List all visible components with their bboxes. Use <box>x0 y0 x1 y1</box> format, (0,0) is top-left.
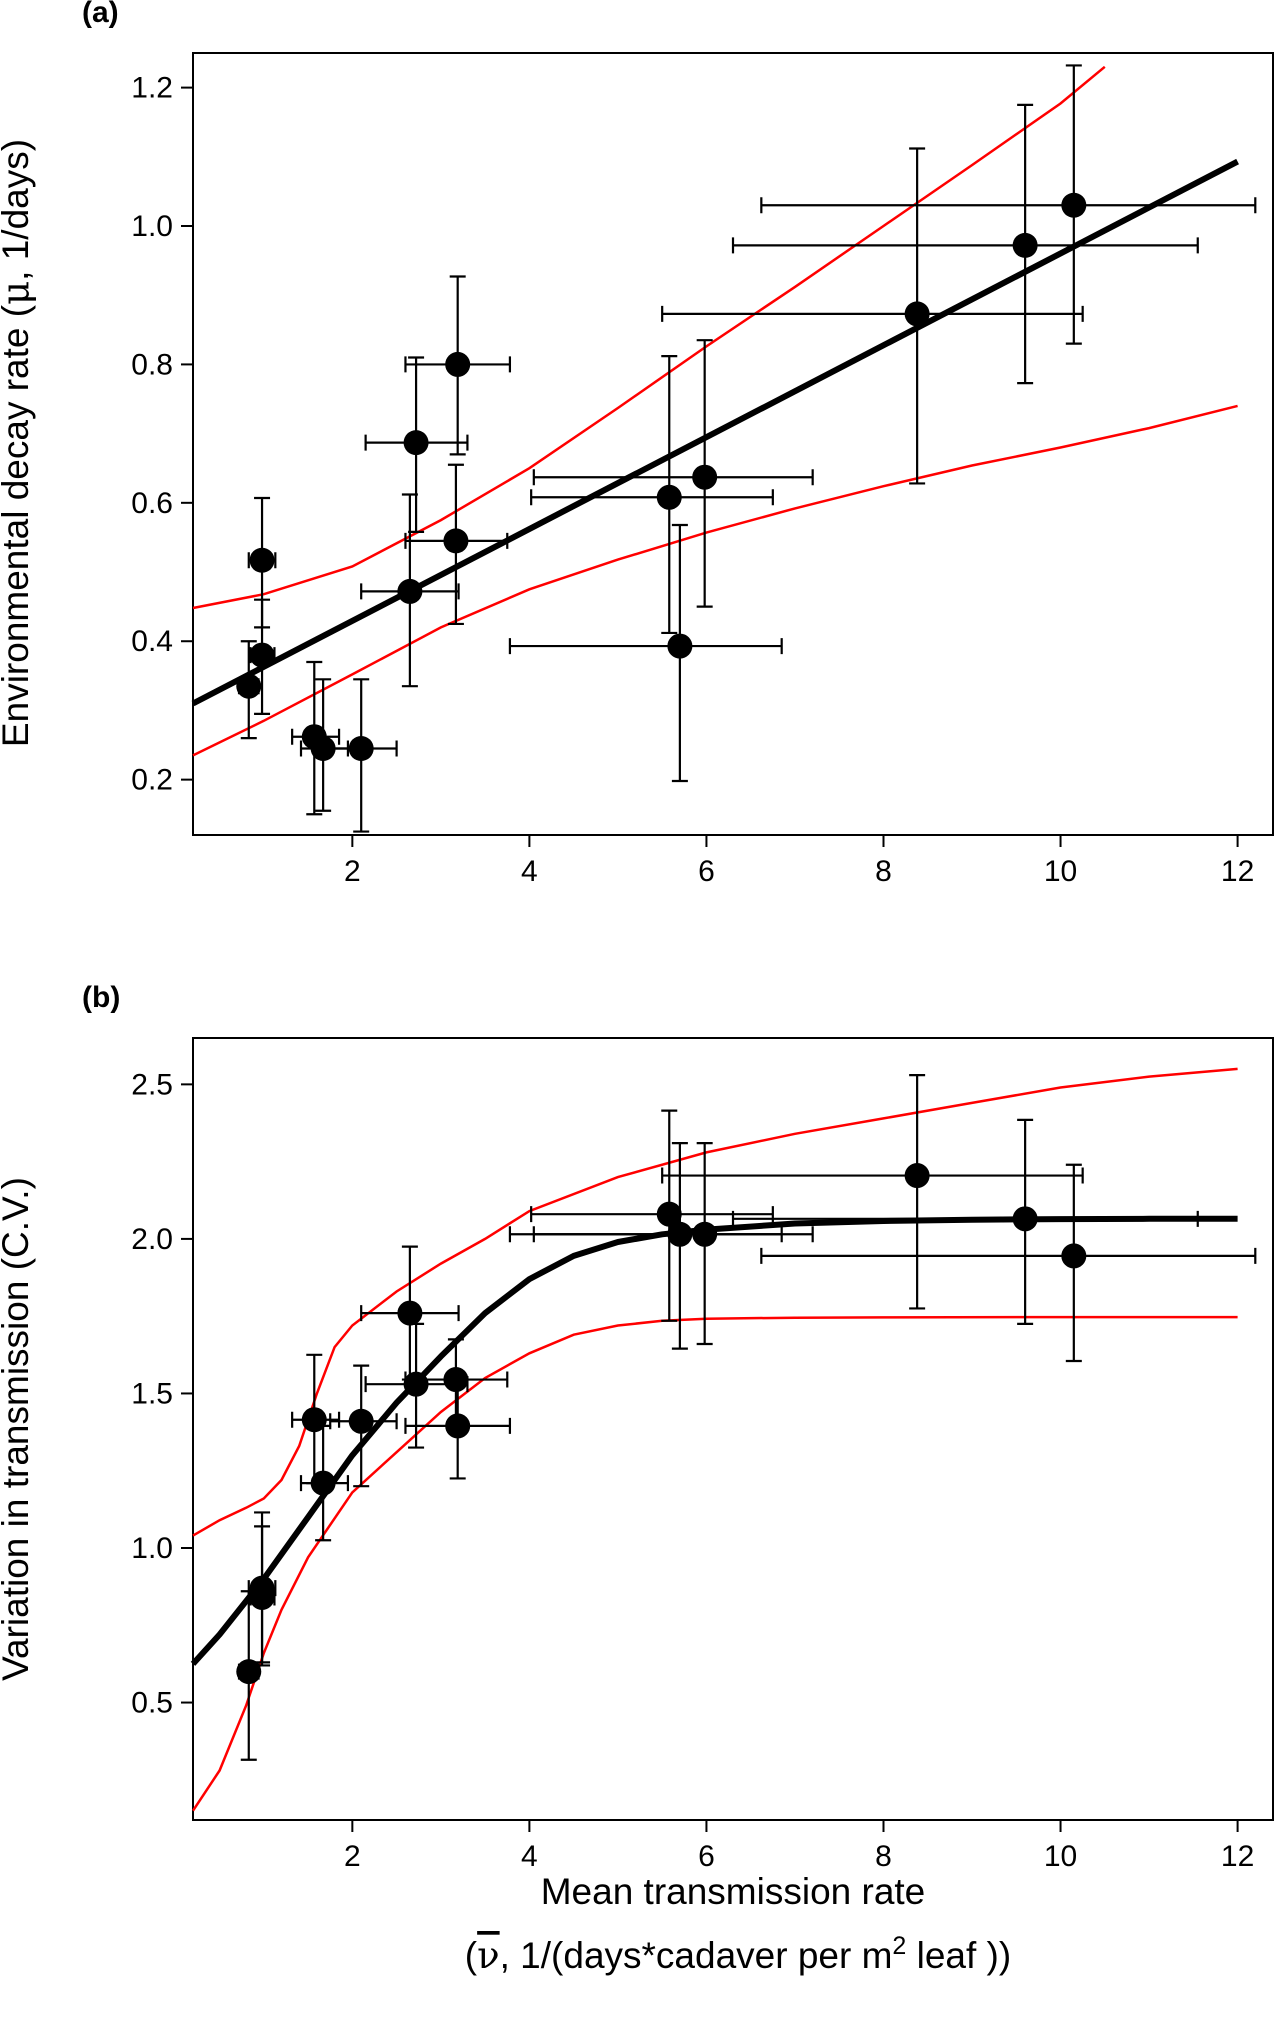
panel-b-x-axis: 2 4 6 8 10 12 <box>344 1820 1254 1873</box>
panel-b-y-axis: 0.5 1.0 1.5 2.0 2.5 <box>131 1068 193 1720</box>
data-point <box>656 1201 682 1227</box>
data-point <box>397 578 423 604</box>
error-bar <box>760 1163 1257 1363</box>
panel-b-fit-line-group <box>190 1215 1238 1666</box>
data-point <box>310 735 336 761</box>
y-tick-label: 0.4 <box>131 625 173 658</box>
data-point <box>403 1371 429 1397</box>
y-tick-label: 1.0 <box>131 210 173 243</box>
error-bar <box>760 64 1257 345</box>
error-bar <box>661 1073 1084 1310</box>
x-tick-label: 12 <box>1221 855 1254 888</box>
x-tick-label: 8 <box>875 1840 892 1873</box>
data-point <box>348 735 374 761</box>
y-tick-label: 0.2 <box>131 764 173 797</box>
data-point <box>403 430 429 456</box>
panel-a-error-bars <box>237 64 1257 833</box>
data-point <box>667 1221 693 1247</box>
data-point <box>904 301 930 327</box>
panel-a-confidence-band <box>192 65 1238 757</box>
error-bar <box>508 523 783 783</box>
panel-a-plot-frame <box>192 52 1274 836</box>
y-tick-label: 1.2 <box>131 72 173 105</box>
fit-line <box>191 158 1239 707</box>
data-point <box>443 528 469 554</box>
y-tick-label: 1.0 <box>131 1532 173 1565</box>
data-point <box>249 642 275 668</box>
x-tick-label: 12 <box>1221 1840 1254 1873</box>
x-tick-label: 6 <box>698 855 715 888</box>
data-point <box>310 1470 336 1496</box>
panel-b-confidence-band <box>191 1067 1238 1812</box>
data-point <box>443 1367 469 1393</box>
panel-a-x-axis: 2 4 6 8 10 12 <box>344 835 1254 888</box>
ci-upper-line <box>192 1067 1238 1537</box>
panel-a-y-axis: 0.2 0.4 0.6 0.8 1.0 1.2 <box>131 72 193 797</box>
y-tick-label: 0.8 <box>131 348 173 381</box>
data-point <box>236 673 262 699</box>
ci-lower-line <box>191 1315 1238 1812</box>
x-tick-label: 2 <box>344 1840 361 1873</box>
x-tick-label: 2 <box>344 855 361 888</box>
panel-b-label: (b) <box>82 981 120 1014</box>
data-point <box>445 1413 471 1439</box>
data-point <box>692 464 718 490</box>
data-point <box>236 1659 262 1685</box>
data-point <box>1012 232 1038 258</box>
panel-b-y-axis-title: Variation in transmission (C.V.) <box>0 1177 36 1681</box>
data-point <box>904 1163 930 1189</box>
data-point <box>667 633 693 659</box>
data-point <box>301 1407 327 1433</box>
x-axis-subtitle: (ν, 1/(days*cadaver per m2 leaf )) <box>465 1932 1011 1977</box>
panel-b-points <box>236 1163 1087 1685</box>
x-tick-label: 6 <box>698 1840 715 1873</box>
data-point <box>692 1221 718 1247</box>
data-point <box>1061 1243 1087 1269</box>
error-bar <box>530 355 774 635</box>
error-bar <box>532 339 814 608</box>
data-point <box>348 1408 374 1434</box>
data-point <box>397 1300 423 1326</box>
y-tick-label: 0.6 <box>131 487 173 520</box>
panel-a-y-axis-title: Environmental decay rate (μ, 1/days) <box>0 139 37 747</box>
x-axis-title: Mean transmission rate <box>541 1871 926 1912</box>
error-bar <box>661 147 1084 485</box>
y-tick-label: 2.5 <box>131 1068 173 1101</box>
x-tick-label: 4 <box>521 855 538 888</box>
x-tick-label: 4 <box>521 1840 538 1873</box>
x-tick-label: 10 <box>1044 1840 1077 1873</box>
data-point <box>249 547 275 573</box>
data-point <box>1061 192 1087 218</box>
y-tick-label: 1.5 <box>131 1377 173 1410</box>
data-point <box>1012 1206 1038 1232</box>
panel-a-fit-line-group <box>191 158 1239 707</box>
fit-line <box>190 1215 1238 1666</box>
x-tick-label: 8 <box>875 855 892 888</box>
data-point <box>445 351 471 377</box>
panel-a-points <box>236 192 1087 761</box>
error-bar <box>731 103 1199 385</box>
panel-b-plot-frame <box>192 1037 1274 1821</box>
x-tick-label: 10 <box>1044 855 1077 888</box>
y-tick-label: 2.0 <box>131 1223 173 1256</box>
ci-lower-line <box>192 404 1238 757</box>
data-point <box>656 484 682 510</box>
y-tick-label: 0.5 <box>131 1687 173 1720</box>
panel-b-error-bars <box>237 1073 1257 1761</box>
panel-b: (b) 2 4 6 8 10 12 0.5 1.0 1.5 2.0 2.5 Variation i… <box>0 981 1274 1977</box>
data-point <box>249 1584 275 1610</box>
error-bar <box>530 1109 774 1322</box>
panel-a-label: (a) <box>82 0 119 29</box>
ci-upper-line <box>192 65 1106 610</box>
panel-a: (a) 2 4 6 8 10 12 0.2 0.4 0.6 0.8 1.0 1.2 Environm… <box>0 0 1274 888</box>
